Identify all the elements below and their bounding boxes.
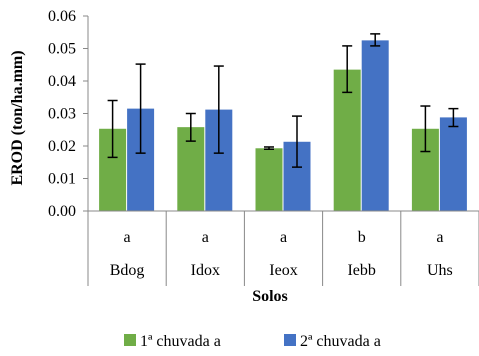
category-name: Iebb bbox=[347, 262, 375, 279]
error-bars-group bbox=[107, 33, 459, 168]
y-axis-title-group: EROD (ton/ha.mm) bbox=[9, 50, 26, 185]
y-tick-label: 0.04 bbox=[48, 73, 76, 90]
x-axis-title: Solos bbox=[252, 288, 288, 305]
category-letter: b bbox=[358, 229, 366, 246]
y-tick-label: 0.00 bbox=[48, 203, 76, 220]
category-letter: a bbox=[280, 229, 287, 246]
y-tick-label: 0.03 bbox=[48, 106, 76, 123]
y-tick-label: 0.01 bbox=[48, 171, 76, 188]
bar-iebb-series-1 bbox=[333, 69, 361, 211]
legend-swatch-series-2 bbox=[284, 334, 296, 346]
legend: 1ª chuvada a 2ª chuvada a bbox=[124, 333, 381, 350]
category-letter: a bbox=[436, 229, 443, 246]
bar-uhs-series-2 bbox=[439, 117, 467, 211]
legend-swatch-series-1 bbox=[124, 334, 136, 346]
y-tick-label: 0.05 bbox=[48, 41, 76, 58]
category-name: Uhs bbox=[427, 262, 453, 279]
y-axis-ticks: 0.00 0.01 0.02 0.03 0.04 0.05 0.06 bbox=[48, 8, 88, 220]
bars-group bbox=[99, 40, 467, 211]
legend-label-series-2: 2ª chuvada a bbox=[300, 333, 381, 350]
category-letter: a bbox=[124, 229, 131, 246]
bar-iebb-series-2 bbox=[361, 40, 389, 211]
legend-label-series-1: 1ª chuvada a bbox=[140, 333, 221, 350]
category-name: Idox bbox=[191, 262, 220, 279]
y-axis-title: EROD (ton/ha.mm) bbox=[9, 50, 26, 185]
axes-group bbox=[87, 16, 479, 286]
category-letter: a bbox=[202, 229, 209, 246]
category-labels: a Bdog a Idox a Ieox b Iebb a Uhs bbox=[110, 229, 453, 279]
bar-ieox-series-1 bbox=[255, 148, 283, 211]
category-name: Ieox bbox=[269, 262, 297, 279]
category-name: Bdog bbox=[110, 262, 145, 279]
y-tick-label: 0.02 bbox=[48, 138, 76, 155]
y-tick-label: 0.06 bbox=[48, 8, 76, 25]
